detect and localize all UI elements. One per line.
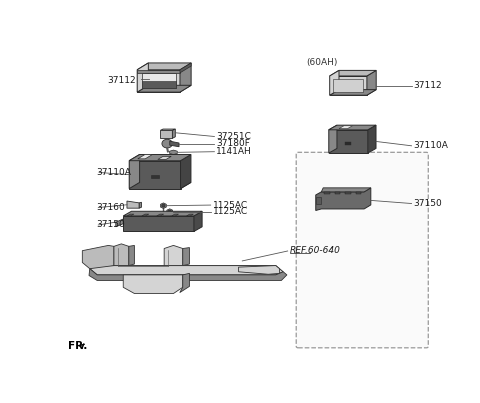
Polygon shape <box>239 266 279 274</box>
Polygon shape <box>194 211 202 231</box>
Polygon shape <box>129 183 191 189</box>
Polygon shape <box>330 71 339 95</box>
Polygon shape <box>180 63 191 92</box>
Polygon shape <box>116 219 123 227</box>
Text: 37180F: 37180F <box>216 139 250 148</box>
Polygon shape <box>330 89 376 95</box>
Polygon shape <box>180 63 191 73</box>
Polygon shape <box>316 188 371 210</box>
Polygon shape <box>129 154 140 189</box>
Polygon shape <box>137 85 191 92</box>
Text: 1141AH: 1141AH <box>216 147 252 156</box>
Polygon shape <box>164 245 183 266</box>
Polygon shape <box>123 216 194 231</box>
Polygon shape <box>329 125 337 153</box>
Bar <box>324 192 329 194</box>
Polygon shape <box>139 202 142 208</box>
Polygon shape <box>127 214 134 216</box>
Polygon shape <box>330 76 367 95</box>
Polygon shape <box>127 201 139 208</box>
Polygon shape <box>330 71 376 76</box>
Text: 37150: 37150 <box>413 199 442 208</box>
Polygon shape <box>160 130 172 138</box>
Text: 37110A: 37110A <box>96 168 132 177</box>
Polygon shape <box>321 188 371 192</box>
Bar <box>335 192 340 194</box>
Polygon shape <box>367 71 376 95</box>
Polygon shape <box>180 273 190 293</box>
Polygon shape <box>183 247 190 266</box>
Polygon shape <box>137 70 180 73</box>
Polygon shape <box>123 211 202 216</box>
Polygon shape <box>129 161 180 189</box>
Polygon shape <box>137 63 191 70</box>
Polygon shape <box>180 154 191 189</box>
Bar <box>151 174 158 179</box>
Polygon shape <box>168 210 171 213</box>
Text: 37150: 37150 <box>96 220 125 229</box>
Polygon shape <box>368 125 376 153</box>
Polygon shape <box>316 197 321 204</box>
Polygon shape <box>169 150 177 154</box>
Polygon shape <box>171 151 176 154</box>
Polygon shape <box>142 214 149 216</box>
Polygon shape <box>142 81 176 88</box>
Polygon shape <box>167 209 173 214</box>
Polygon shape <box>329 130 368 153</box>
Text: REF.60-640: REF.60-640 <box>290 247 341 256</box>
Bar <box>345 142 351 145</box>
Text: 37160: 37160 <box>96 203 125 212</box>
Text: 37112: 37112 <box>413 81 442 90</box>
FancyBboxPatch shape <box>296 152 428 348</box>
Circle shape <box>162 139 172 148</box>
Bar <box>346 192 350 194</box>
Polygon shape <box>137 63 148 92</box>
Polygon shape <box>162 204 165 207</box>
Polygon shape <box>172 129 175 138</box>
Polygon shape <box>186 214 193 216</box>
Polygon shape <box>142 73 176 88</box>
Polygon shape <box>172 214 179 216</box>
Polygon shape <box>156 214 164 216</box>
Bar <box>356 192 361 194</box>
Polygon shape <box>329 125 376 130</box>
Polygon shape <box>129 245 134 266</box>
Polygon shape <box>129 154 191 161</box>
Polygon shape <box>83 245 114 269</box>
Text: 1125AC: 1125AC <box>213 201 248 210</box>
Text: 37110A: 37110A <box>413 141 448 150</box>
Polygon shape <box>334 79 363 92</box>
Polygon shape <box>158 156 171 160</box>
Text: 37112: 37112 <box>108 76 136 85</box>
Polygon shape <box>90 266 283 275</box>
Polygon shape <box>114 244 129 266</box>
Polygon shape <box>137 70 180 92</box>
Polygon shape <box>160 129 175 130</box>
Polygon shape <box>123 275 183 293</box>
Text: 37251C: 37251C <box>216 132 251 141</box>
Polygon shape <box>160 203 166 208</box>
Polygon shape <box>170 141 179 147</box>
Text: 1125AC: 1125AC <box>213 207 248 216</box>
Text: (60AH): (60AH) <box>306 58 337 66</box>
Polygon shape <box>339 126 352 129</box>
Polygon shape <box>89 269 287 280</box>
Polygon shape <box>138 154 153 159</box>
Text: FR.: FR. <box>68 341 87 351</box>
